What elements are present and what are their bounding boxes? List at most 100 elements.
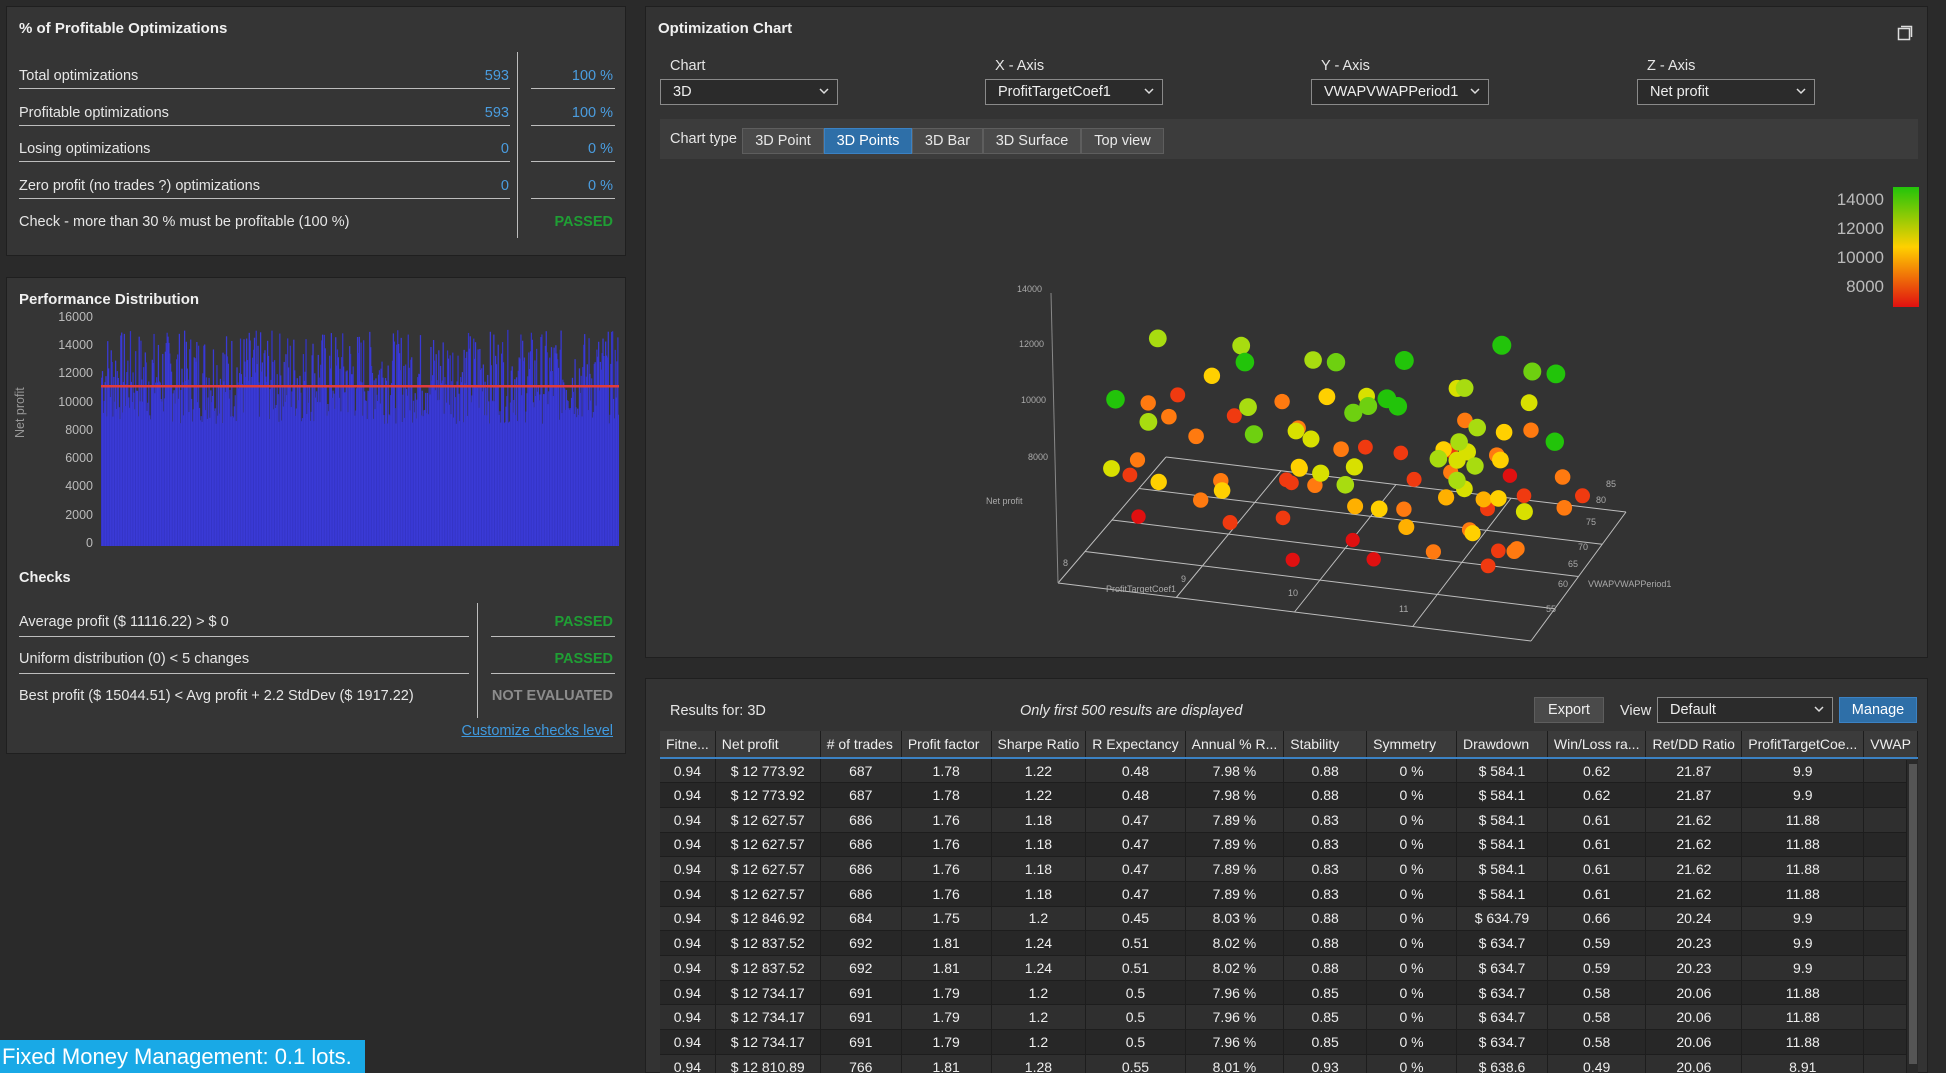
histogram-bar bbox=[427, 414, 429, 546]
table-row[interactable]: 0.94 $ 12 734.17 691 1.79 1.2 0.5 7.96 % 0.85 0 … bbox=[660, 1029, 1918, 1055]
histogram-bar bbox=[278, 421, 280, 546]
chart-type-top-view[interactable]: Top view bbox=[1081, 128, 1164, 154]
z-axis-select[interactable]: Net profit bbox=[1637, 79, 1815, 105]
histogram-bar bbox=[156, 377, 158, 546]
data-point bbox=[1490, 490, 1507, 507]
table-row[interactable]: 0.94 $ 12 627.57 686 1.76 1.18 0.47 7.89 % 0.83… bbox=[660, 856, 1918, 882]
chart-type-3d-points[interactable]: 3D Points bbox=[824, 128, 912, 154]
histogram-bar bbox=[141, 379, 143, 546]
histogram-bar bbox=[184, 380, 187, 546]
column-header[interactable]: VWAP bbox=[1863, 731, 1918, 759]
histogram-bar bbox=[480, 368, 483, 546]
z-tick: 12000 bbox=[1019, 339, 1044, 349]
histogram-bar bbox=[617, 337, 619, 546]
histogram-bar bbox=[142, 367, 145, 546]
histogram-bar bbox=[183, 330, 186, 546]
export-button[interactable]: Export bbox=[1534, 697, 1604, 723]
histogram-bar bbox=[476, 387, 478, 546]
histogram-bar bbox=[433, 360, 436, 546]
table-row[interactable]: 0.94 $ 12 846.92 684 1.75 1.2 0.45 8.03 % 0.88 0… bbox=[660, 906, 1918, 932]
data-point bbox=[1393, 445, 1409, 461]
column-header[interactable]: Annual % R... bbox=[1185, 731, 1285, 759]
table-row[interactable]: 0.94 $ 12 773.92 687 1.78 1.22 0.48 7.98 % 0.88… bbox=[660, 782, 1918, 808]
table-row[interactable]: 0.94 $ 12 810.89 766 1.81 1.28 0.55 8.01 % 0.93… bbox=[660, 1054, 1918, 1073]
histogram-bar bbox=[207, 397, 209, 546]
table-row[interactable]: 0.94 $ 12 627.57 686 1.76 1.18 0.47 7.89 % 0.83… bbox=[660, 832, 1918, 858]
histogram-bar bbox=[326, 415, 328, 546]
table-scrollbar[interactable] bbox=[1906, 760, 1918, 1073]
3d-scatter-plot[interactable]: 14000 12000 10000 8000 Net profit 8 9 10… bbox=[646, 167, 1929, 657]
table-cell: 9.9 bbox=[1741, 906, 1865, 932]
histogram-bar bbox=[418, 374, 421, 546]
table-row[interactable]: 0.94 $ 12 734.17 691 1.79 1.2 0.5 7.96 % 0.85 0 … bbox=[660, 1004, 1918, 1031]
histogram-bar bbox=[300, 392, 302, 546]
table-row[interactable]: 0.94 $ 12 837.52 692 1.81 1.24 0.51 8.02 % 0.88… bbox=[660, 930, 1918, 956]
histogram-bar bbox=[549, 357, 551, 546]
table-row[interactable]: 0.94 $ 12 627.57 686 1.76 1.18 0.47 7.89 % 0.83… bbox=[660, 881, 1918, 907]
chart-type-3d-bar[interactable]: 3D Bar bbox=[912, 128, 983, 154]
histogram-bar bbox=[607, 331, 609, 546]
table-row[interactable]: 0.94 $ 12 734.17 691 1.79 1.2 0.5 7.96 % 0.85 0 … bbox=[660, 980, 1918, 1006]
histogram-bar bbox=[390, 395, 392, 546]
panel-title: Optimization Chart bbox=[658, 20, 793, 37]
data-point bbox=[1302, 430, 1320, 448]
column-header[interactable]: Ret/DD Ratio bbox=[1645, 731, 1743, 759]
view-select[interactable]: Default bbox=[1657, 697, 1833, 723]
histogram-bar bbox=[328, 355, 331, 546]
table-cell: 0.94 bbox=[660, 807, 716, 833]
table-cell: 0 % bbox=[1366, 1004, 1458, 1031]
chart-type-3d-point[interactable]: 3D Point bbox=[742, 128, 824, 154]
customize-checks-link[interactable]: Customize checks level bbox=[461, 723, 614, 739]
data-point bbox=[1516, 488, 1532, 504]
histogram-bar bbox=[489, 331, 491, 546]
x-axis-select[interactable]: ProfitTargetCoef1 bbox=[985, 79, 1163, 105]
manage-button[interactable]: Manage bbox=[1839, 697, 1917, 723]
maximize-icon[interactable] bbox=[1897, 25, 1913, 41]
chart-select[interactable]: 3D bbox=[660, 79, 838, 105]
histogram-bar bbox=[313, 421, 315, 546]
histogram-bar bbox=[165, 343, 167, 546]
column-header[interactable]: Symmetry bbox=[1366, 731, 1458, 759]
y-axis-select[interactable]: VWAPVWAPPeriod1 bbox=[1311, 79, 1489, 105]
table-row[interactable]: 0.94 $ 12 773.92 687 1.78 1.22 0.48 7.98 % 0.88… bbox=[660, 758, 1918, 784]
histogram-bar bbox=[309, 420, 312, 546]
select-value: 3D bbox=[673, 84, 692, 100]
scrollbar-thumb[interactable] bbox=[1909, 764, 1917, 1064]
column-header[interactable]: Profit factor bbox=[901, 731, 992, 759]
column-header[interactable]: Net profit bbox=[715, 731, 821, 759]
histogram-bar bbox=[361, 382, 363, 546]
histogram-bar bbox=[180, 389, 182, 546]
column-header[interactable]: Fitne... bbox=[660, 731, 716, 759]
histogram-bar bbox=[400, 337, 402, 546]
histogram-bar bbox=[211, 395, 214, 546]
table-cell: 0.45 bbox=[1085, 906, 1186, 932]
y-tick: 16000 bbox=[58, 310, 93, 324]
column-header[interactable]: Sharpe Ratio bbox=[991, 731, 1087, 759]
table-cell: $ 12 773.92 bbox=[715, 782, 821, 808]
column-header[interactable]: Drawdown bbox=[1456, 731, 1548, 759]
table-cell: 1.76 bbox=[901, 807, 992, 833]
floor-grid-line bbox=[1530, 511, 1627, 642]
histogram-bar bbox=[118, 407, 120, 546]
column-header[interactable]: Win/Loss ra... bbox=[1547, 731, 1647, 759]
histogram-bar bbox=[458, 393, 460, 546]
chart-type-3d-surface[interactable]: 3D Surface bbox=[983, 128, 1081, 154]
histogram-bar bbox=[190, 398, 193, 546]
panel-title: % of Profitable Optimizations bbox=[19, 20, 228, 37]
histogram-bar bbox=[377, 400, 379, 546]
table-cell: $ 584.1 bbox=[1456, 881, 1548, 907]
histogram-bar bbox=[508, 422, 510, 546]
histogram-bar bbox=[218, 385, 220, 546]
column-header[interactable]: R Expectancy bbox=[1085, 731, 1186, 759]
histogram-bar bbox=[526, 393, 528, 546]
column-header[interactable]: # of trades bbox=[820, 731, 902, 759]
histogram-bar bbox=[221, 423, 223, 546]
histogram-bar bbox=[311, 355, 313, 546]
data-point bbox=[1232, 336, 1251, 355]
table-row[interactable]: 0.94 $ 12 627.57 686 1.76 1.18 0.47 7.89 % 0.83… bbox=[660, 807, 1918, 833]
histogram-bar bbox=[560, 330, 562, 546]
histogram-bar bbox=[170, 363, 172, 546]
column-header[interactable]: Stability bbox=[1283, 731, 1368, 759]
table-row[interactable]: 0.94 $ 12 837.52 692 1.81 1.24 0.51 8.02 % 0.88… bbox=[660, 955, 1918, 981]
column-header[interactable]: ProfitTargetCoe... bbox=[1741, 731, 1865, 759]
